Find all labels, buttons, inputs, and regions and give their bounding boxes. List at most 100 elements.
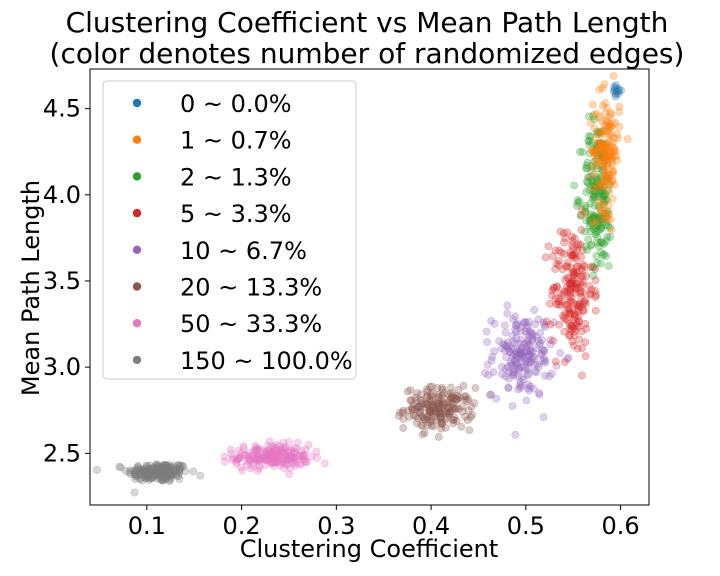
data-point (594, 188, 603, 197)
data-point (266, 449, 275, 458)
data-point (263, 441, 272, 450)
data-point (531, 320, 540, 329)
data-point (598, 251, 607, 260)
data-point (156, 474, 165, 483)
data-point (290, 454, 299, 463)
data-point (595, 192, 604, 201)
data-point (235, 452, 244, 461)
data-point (148, 473, 157, 482)
data-point (597, 215, 606, 224)
data-point (450, 405, 459, 414)
data-point (594, 128, 603, 137)
data-point (399, 414, 408, 423)
data-point (220, 452, 229, 461)
data-point (242, 457, 251, 466)
data-point (514, 365, 523, 374)
data-point (516, 349, 525, 358)
data-point (508, 361, 517, 370)
data-point (151, 469, 160, 478)
data-point (418, 430, 427, 439)
data-point (423, 400, 432, 409)
data-point (571, 285, 580, 294)
data-point (574, 317, 583, 326)
data-point (449, 415, 458, 424)
data-point (417, 390, 426, 399)
data-point (268, 449, 277, 458)
data-point (517, 382, 526, 391)
data-point (443, 409, 452, 418)
data-point (570, 181, 579, 190)
data-point (561, 309, 570, 318)
legend-marker (132, 282, 142, 291)
data-point (422, 385, 431, 394)
data-point (592, 173, 601, 182)
data-point (603, 161, 612, 170)
data-point (253, 444, 262, 453)
data-point (551, 357, 560, 366)
data-point (429, 408, 438, 417)
data-point (600, 158, 609, 167)
data-point (606, 108, 615, 117)
data-point (166, 473, 175, 482)
data-point (611, 147, 620, 156)
data-point (130, 470, 139, 479)
data-point (551, 264, 560, 273)
data-point (518, 373, 527, 382)
data-point (588, 162, 597, 171)
data-point (163, 464, 172, 473)
data-point (281, 452, 290, 461)
data-point (516, 350, 525, 359)
data-point (412, 396, 421, 405)
data-point (538, 345, 547, 354)
data-point (595, 85, 604, 94)
data-point (520, 339, 529, 348)
data-point (161, 464, 170, 473)
data-point (167, 466, 176, 475)
data-point (522, 337, 531, 346)
data-point (426, 397, 435, 406)
data-point (156, 467, 165, 476)
data-point (289, 453, 298, 462)
data-point (155, 467, 164, 476)
data-point (603, 152, 612, 161)
data-point (487, 356, 496, 365)
data-point (159, 475, 168, 484)
data-point (502, 353, 511, 362)
data-point (603, 195, 612, 204)
data-point (594, 144, 603, 153)
data-point (435, 406, 444, 415)
data-point (593, 139, 602, 148)
data-point (295, 451, 304, 460)
data-point (154, 464, 163, 473)
data-point (269, 442, 278, 451)
data-point (161, 461, 170, 470)
data-point (152, 460, 161, 469)
data-point (437, 391, 446, 400)
data-point (569, 298, 578, 307)
data-point (591, 264, 600, 273)
data-point (142, 467, 151, 476)
data-point (146, 466, 155, 475)
data-point (140, 467, 149, 476)
data-point (299, 451, 308, 460)
data-point (603, 143, 612, 152)
data-point (600, 80, 609, 89)
data-point (560, 249, 569, 258)
data-point (564, 285, 573, 294)
data-point (259, 453, 268, 462)
data-point (151, 469, 160, 478)
data-point (282, 455, 291, 464)
data-point (133, 462, 142, 471)
data-point (458, 402, 467, 411)
data-point (524, 380, 533, 389)
data-point (416, 405, 425, 414)
data-point (453, 395, 462, 404)
data-point (452, 403, 461, 412)
data-point (439, 407, 448, 416)
data-point (597, 223, 606, 232)
data-point (608, 170, 617, 179)
data-point (278, 444, 287, 453)
data-point (267, 457, 276, 466)
legend-item: 1 ~ 0.7% (132, 127, 292, 155)
data-point (279, 464, 288, 473)
